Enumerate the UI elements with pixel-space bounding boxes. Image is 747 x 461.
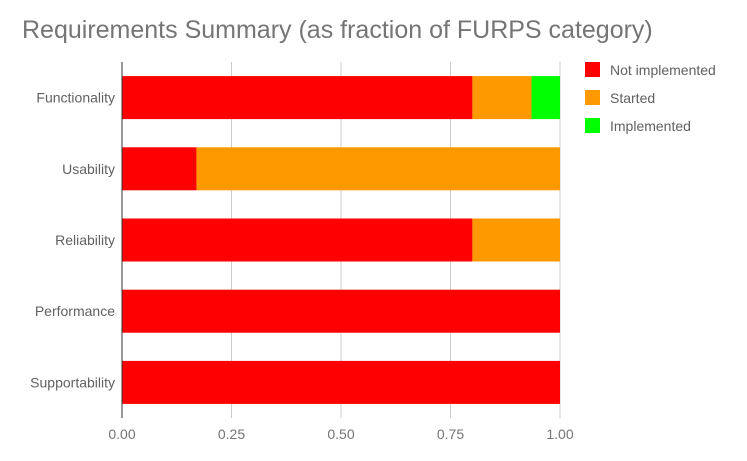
bar (122, 289, 560, 333)
y-tick-label: Performance (35, 303, 115, 319)
y-tick-label: Functionality (36, 90, 115, 106)
legend-swatch (585, 118, 600, 133)
bar (472, 218, 560, 262)
x-tick-label: 0.50 (327, 426, 354, 442)
y-tick-label: Supportability (30, 374, 115, 390)
legend-label: Started (610, 90, 655, 106)
bar (472, 76, 532, 120)
chart-title: Requirements Summary (as fraction of FUR… (22, 16, 653, 44)
legend-swatch (585, 62, 600, 77)
x-tick-label: 0.25 (218, 426, 245, 442)
x-tick-label: 0.00 (108, 426, 135, 442)
legend-label: Not implemented (610, 62, 716, 78)
x-tick-label: 0.75 (437, 426, 464, 442)
bar (122, 76, 473, 120)
legend-swatch (585, 90, 600, 105)
bar (122, 147, 197, 191)
bar (122, 218, 473, 262)
y-tick-label: Usability (62, 161, 115, 177)
bar (531, 76, 560, 120)
bar (196, 147, 560, 191)
y-tick-label: Reliability (55, 232, 115, 248)
bar (122, 360, 560, 404)
x-tick-label: 1.00 (546, 426, 573, 442)
legend-label: Implemented (610, 118, 691, 134)
